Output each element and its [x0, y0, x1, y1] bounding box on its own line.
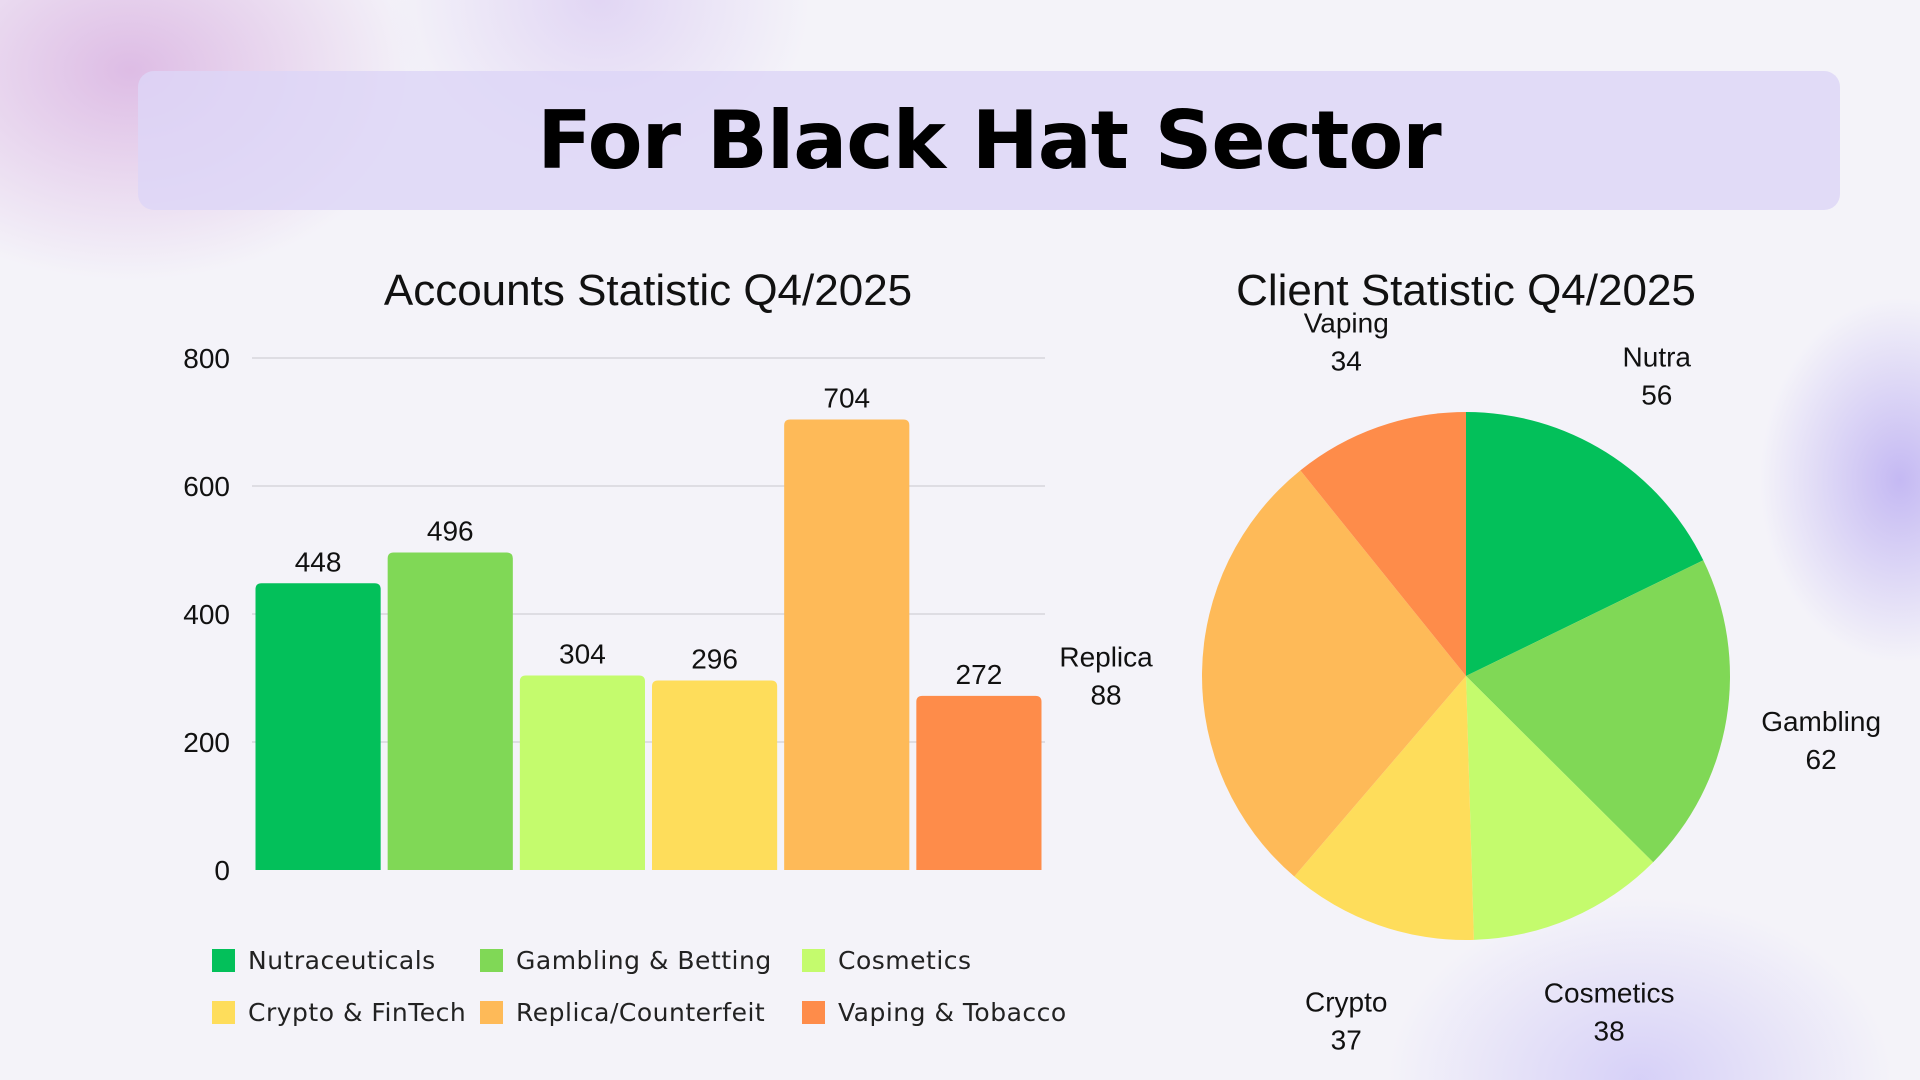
pie-slice [1300, 412, 1466, 676]
pie-label-value: 56 [1641, 380, 1672, 411]
bar-data-label: 272 [956, 659, 1003, 690]
pie-slice [1466, 560, 1730, 863]
bar [519, 675, 645, 870]
legend-label: Crypto & FinTech [248, 997, 467, 1027]
bar [916, 695, 1042, 870]
legend-swatch [480, 1000, 503, 1024]
pie-label: Cosmetics 38 [1544, 977, 1675, 1046]
legend-item: Replica/Counterfeit [480, 997, 802, 1027]
legend-label: Cosmetics [838, 945, 972, 975]
title-banner: For Black Hat Sector [138, 71, 1840, 210]
legend-item: Cosmetics [802, 945, 1062, 975]
pie-label: Vaping 34 [1304, 307, 1389, 376]
bar-data-label: 704 [823, 382, 870, 413]
pie-label-value: 62 [1806, 744, 1837, 775]
legend-item: Crypto & FinTech [212, 997, 480, 1027]
pie-label: Gambling 62 [1761, 706, 1881, 775]
pie-label-value: 38 [1594, 1015, 1625, 1046]
pie-slice [1466, 412, 1704, 676]
pie-label: Crypto 37 [1305, 987, 1387, 1056]
bar [255, 583, 381, 870]
bar-data-label: 296 [691, 644, 738, 675]
y-tick-label: 800 [183, 343, 230, 374]
legend-label: Vaping & Tobacco [838, 997, 1067, 1027]
y-tick-label: 200 [183, 727, 230, 758]
bar-chart-title: Accounts Statistic Q4/2025 [383, 266, 913, 315]
legend-swatch [212, 948, 235, 972]
pie-label: Nutra 56 [1623, 342, 1692, 411]
page-title: For Black Hat Sector [537, 94, 1442, 187]
pie-chart-title: Client Statistic Q4/2025 [1236, 266, 1696, 315]
legend-item: Vaping & Tobacco [802, 998, 1066, 1027]
bar-data-label: 304 [559, 638, 606, 669]
pie-label-value: 88 [1090, 680, 1121, 711]
pie-label-value: 34 [1331, 345, 1362, 376]
y-tick-label: 400 [183, 599, 230, 630]
pie-label-name: Cosmetics [1544, 977, 1675, 1008]
pie-label-name: Replica [1059, 642, 1153, 673]
bar-data-label: 496 [427, 516, 474, 547]
bar-data-label: 448 [295, 546, 342, 577]
legend-item: Gambling & Betting [480, 945, 802, 975]
y-tick-label: 600 [183, 471, 230, 502]
bar [784, 419, 910, 870]
legend-swatch [802, 1000, 825, 1024]
pie-label-name: Nutra [1623, 342, 1692, 373]
bar [387, 552, 513, 870]
pie-label-value: 37 [1331, 1025, 1362, 1056]
bar-chart-legend: Nutraceuticals Gambling & Betting Cosmetic… [212, 945, 1066, 1027]
pie-label-name: Crypto [1305, 987, 1387, 1018]
bar-chart: 0 200 400 600 800 448 496 304 296 704 272 [183, 343, 1045, 886]
legend-swatch [802, 948, 825, 972]
pie-slice [1201, 470, 1466, 877]
legend-swatch [480, 948, 503, 972]
legend-swatch [212, 1000, 235, 1024]
bar [652, 680, 778, 870]
legend-label: Nutraceuticals [248, 945, 436, 975]
pie-label-name: Gambling [1761, 706, 1881, 737]
legend-label: Gambling & Betting [516, 945, 772, 975]
pie-label: Replica 88 [1059, 642, 1153, 711]
pie-slice [1294, 676, 1474, 940]
legend-item: Nutraceuticals [212, 945, 480, 975]
pie-label-name: Vaping [1304, 307, 1389, 338]
pie-slice [1466, 676, 1654, 940]
legend-label: Replica/Counterfeit [516, 997, 766, 1027]
y-tick-label: 0 [214, 855, 230, 886]
